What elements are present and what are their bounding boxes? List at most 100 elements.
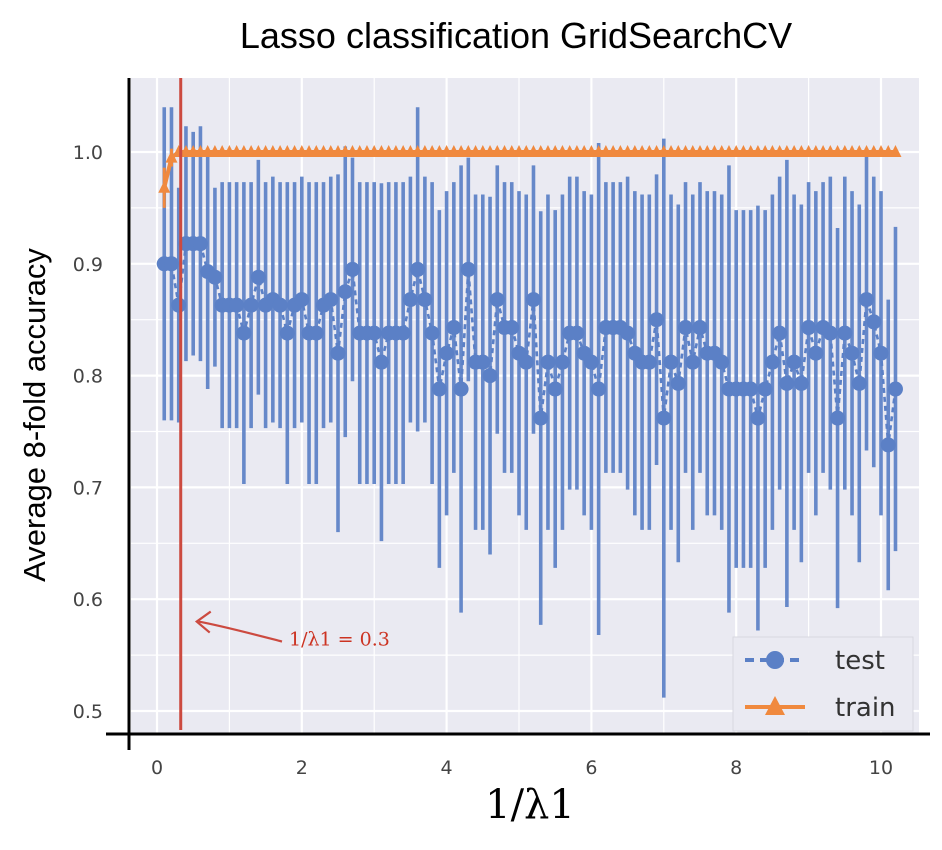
chart-title: Lasso classification GridSearchCV bbox=[240, 15, 792, 56]
test-point bbox=[533, 410, 549, 426]
test-point bbox=[171, 297, 187, 313]
x-tick-label: 6 bbox=[585, 757, 597, 779]
test-point bbox=[337, 284, 353, 300]
test-point bbox=[366, 325, 382, 341]
test-point bbox=[714, 354, 730, 370]
test-point bbox=[620, 325, 636, 341]
test-point bbox=[446, 320, 462, 336]
test-point bbox=[163, 256, 179, 272]
x-tick-labels: 0 2 4 6 8 10 bbox=[151, 757, 893, 779]
y-axis-label: Average 8-fold accuracy bbox=[17, 248, 52, 582]
legend-test-marker bbox=[766, 651, 784, 669]
test-point bbox=[743, 381, 759, 397]
test-point bbox=[844, 345, 860, 361]
test-point bbox=[583, 354, 599, 370]
train-point bbox=[158, 180, 171, 193]
x-tick-label: 4 bbox=[441, 757, 453, 779]
test-point bbox=[656, 410, 672, 426]
train-series bbox=[158, 145, 902, 208]
legend-train-marker bbox=[765, 696, 785, 715]
x-tick-label: 10 bbox=[869, 757, 893, 779]
test-point bbox=[439, 345, 455, 361]
test-point bbox=[395, 325, 411, 341]
test-point bbox=[402, 292, 418, 308]
test-point bbox=[801, 320, 817, 336]
test-point bbox=[250, 269, 266, 285]
test-point bbox=[431, 381, 447, 397]
test-point bbox=[641, 354, 657, 370]
test-point bbox=[308, 325, 324, 341]
test-point bbox=[525, 292, 541, 308]
test-point bbox=[808, 345, 824, 361]
legend-train-label: train bbox=[835, 693, 896, 723]
y-tick-label: 0.7 bbox=[73, 477, 103, 499]
test-point bbox=[344, 261, 360, 277]
y-tick-labels: 0.5 0.6 0.7 0.8 0.9 1.0 bbox=[73, 142, 103, 723]
test-point bbox=[460, 261, 476, 277]
y-tick-label: 1.0 bbox=[73, 142, 103, 164]
test-point bbox=[475, 354, 491, 370]
test-point bbox=[750, 410, 766, 426]
x-axis-label: 1/λ1 bbox=[485, 782, 575, 828]
test-point bbox=[859, 292, 875, 308]
test-point bbox=[482, 368, 498, 384]
test-series bbox=[156, 236, 903, 453]
test-point bbox=[294, 292, 310, 308]
test-point bbox=[229, 297, 245, 313]
test-point bbox=[772, 325, 788, 341]
x-tick-label: 2 bbox=[296, 757, 308, 779]
test-point bbox=[373, 354, 389, 370]
test-point bbox=[518, 354, 534, 370]
y-tick-label: 0.6 bbox=[73, 589, 103, 611]
test-point bbox=[554, 354, 570, 370]
annotation-arrowhead bbox=[194, 610, 212, 634]
x-tick-label: 8 bbox=[730, 757, 742, 779]
test-point bbox=[279, 325, 295, 341]
test-point bbox=[880, 437, 896, 453]
test-point bbox=[417, 292, 433, 308]
y-tick-label: 0.5 bbox=[73, 701, 103, 723]
test-point bbox=[887, 381, 903, 397]
test-point bbox=[489, 292, 505, 308]
y-tick-label: 0.9 bbox=[73, 254, 103, 276]
annotation-arrow bbox=[198, 620, 283, 643]
test-point bbox=[786, 354, 802, 370]
test-point bbox=[207, 269, 223, 285]
annotation-label: 1/λ1 = 0.3 bbox=[289, 629, 390, 651]
y-tick-label: 0.8 bbox=[73, 366, 103, 388]
test-point bbox=[663, 354, 679, 370]
test-point bbox=[873, 345, 889, 361]
test-point bbox=[866, 314, 882, 330]
test-point bbox=[192, 236, 208, 252]
test-point bbox=[504, 320, 520, 336]
test-point bbox=[591, 381, 607, 397]
test-point bbox=[793, 375, 809, 391]
test-point bbox=[243, 297, 259, 313]
test-point bbox=[692, 320, 708, 336]
train-point bbox=[889, 145, 902, 157]
test-point bbox=[764, 354, 780, 370]
test-point bbox=[649, 312, 665, 328]
test-point bbox=[685, 354, 701, 370]
legend-test-label: test bbox=[835, 646, 885, 676]
test-point bbox=[547, 381, 563, 397]
test-point bbox=[236, 325, 252, 341]
test-point bbox=[830, 410, 846, 426]
test-point bbox=[757, 381, 773, 397]
test-point bbox=[822, 325, 838, 341]
test-point bbox=[678, 320, 694, 336]
test-point bbox=[410, 261, 426, 277]
test-point bbox=[837, 325, 853, 341]
test-point bbox=[779, 375, 795, 391]
test-point bbox=[453, 381, 469, 397]
test-point bbox=[323, 292, 339, 308]
test-point bbox=[670, 375, 686, 391]
vline-annotation: 1/λ1 = 0.3 bbox=[179, 78, 390, 730]
test-point bbox=[540, 354, 556, 370]
train-point bbox=[165, 150, 178, 163]
test-point bbox=[330, 345, 346, 361]
test-point bbox=[272, 297, 288, 313]
test-point bbox=[569, 325, 585, 341]
test-point bbox=[424, 325, 440, 341]
